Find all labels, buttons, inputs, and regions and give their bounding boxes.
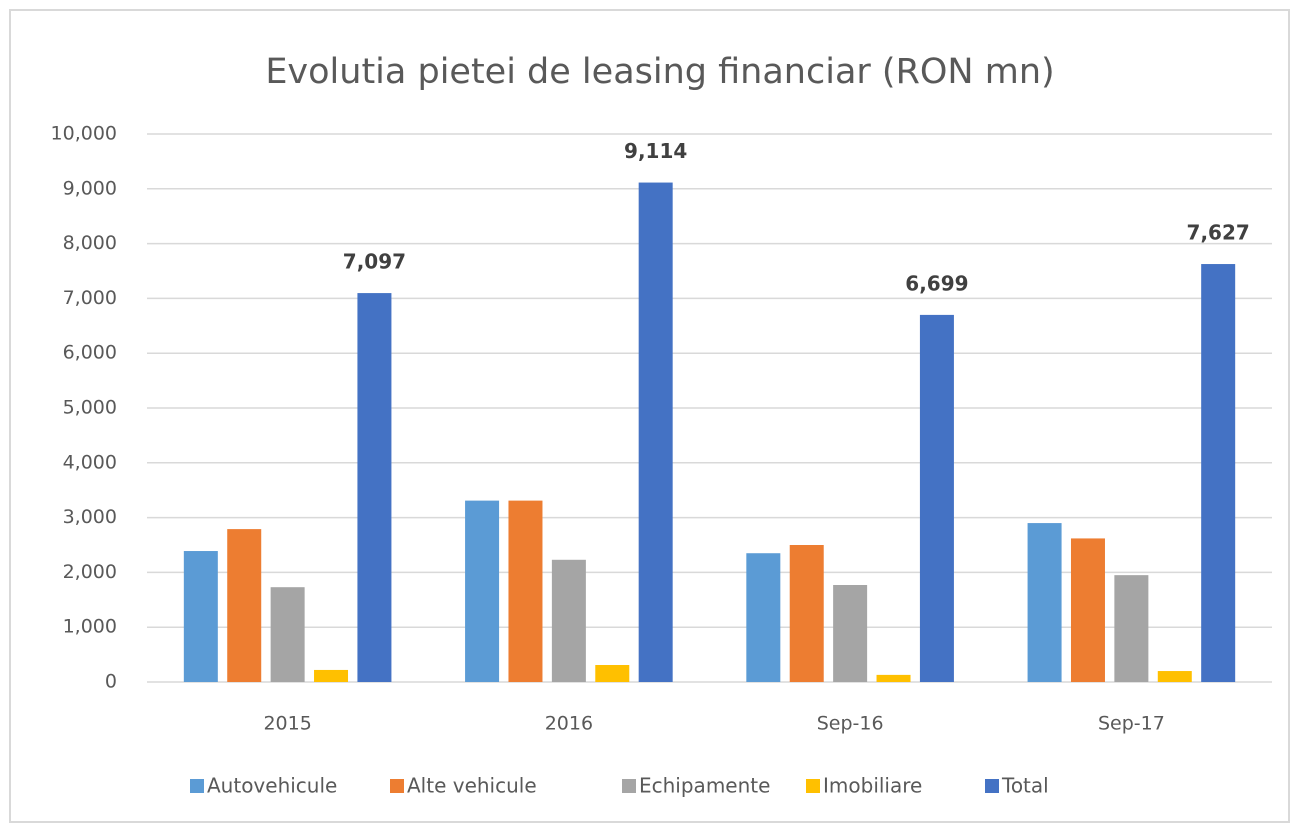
bar [789,545,824,682]
bar [876,674,911,682]
bar [227,529,262,682]
bar [595,665,630,682]
y-tick-label: 9,000 [63,177,117,199]
chart-title: Evolutia pietei de leasing financiar (RO… [265,52,1054,92]
legend-swatch [985,779,999,793]
legend-swatch [622,779,636,793]
bar [919,314,954,682]
y-tick-label: 1,000 [63,616,117,638]
y-tick-label: 10,000 [51,123,117,145]
y-tick-label: 4,000 [63,451,117,473]
data-label: 9,114 [624,139,687,163]
bar [508,500,543,682]
y-tick-label: 7,000 [63,287,117,309]
legend-label: Alte vehicule [407,774,537,798]
bar [357,293,392,682]
bar [1157,671,1192,682]
legend-swatch [390,779,404,793]
y-tick-label: 6,000 [63,342,117,364]
y-tick-label: 0 [105,671,117,693]
legend-swatch [806,779,820,793]
data-label: 7,627 [1187,221,1250,245]
y-tick-label: 5,000 [63,397,117,419]
bar [1201,264,1236,682]
legend-label: Autovehicule [207,774,337,798]
legend-label: Echipamente [639,774,770,798]
bar [833,585,868,682]
bar [465,500,500,682]
x-tick-label: 2015 [263,713,311,735]
data-label: 6,699 [905,271,968,295]
y-tick-label: 8,000 [63,232,117,254]
legend-label: Total [1001,774,1049,798]
data-label: 7,097 [343,250,406,274]
bar [314,669,349,682]
bar [746,553,781,682]
y-tick-label: 3,000 [63,506,117,528]
bar [1114,575,1149,682]
x-tick-label: Sep-16 [817,713,884,735]
x-tick-label: Sep-17 [1098,713,1165,735]
legend-label: Imobiliare [823,774,922,798]
bar [638,182,673,682]
bar [1070,538,1105,682]
bar [183,551,218,682]
x-tick-label: 2016 [545,713,593,735]
bar [551,559,586,682]
y-tick-label: 2,000 [63,561,117,583]
bar [1027,523,1062,682]
bar [270,587,305,682]
legend-swatch [190,779,204,793]
